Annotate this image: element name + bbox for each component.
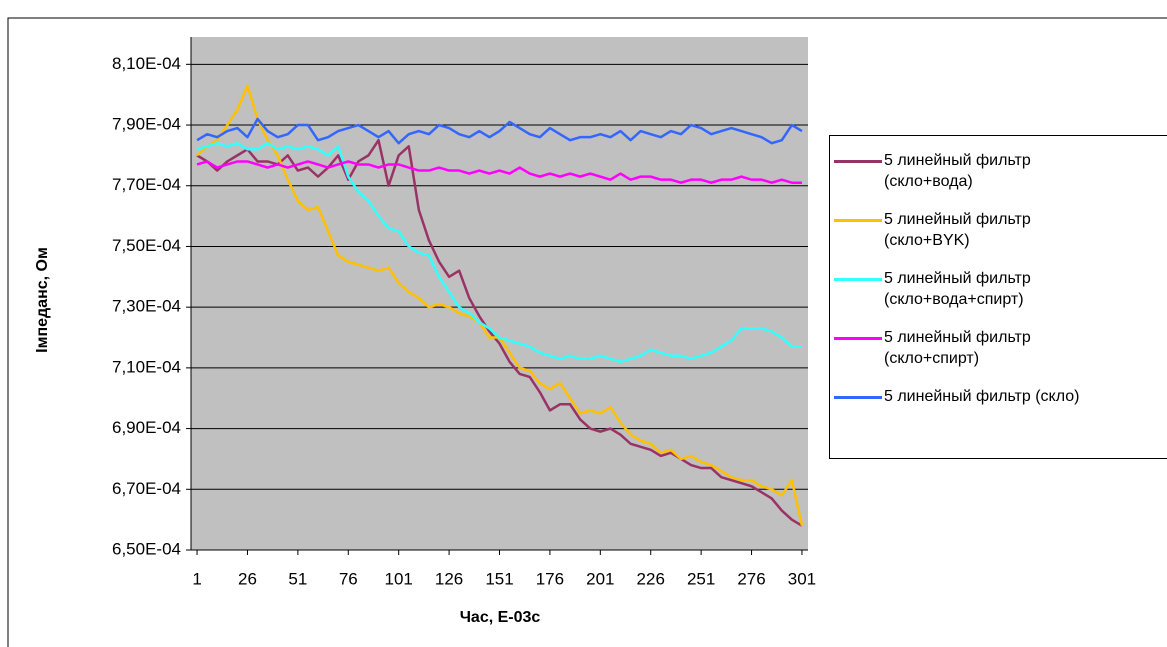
- x-tick-label: 126: [435, 569, 463, 588]
- x-tick-label: 101: [384, 569, 412, 588]
- y-tick-label: 7,10E-04: [112, 357, 181, 376]
- x-tick-label: 201: [586, 569, 614, 588]
- plot-area: [191, 37, 808, 550]
- y-tick-label: 7,50E-04: [112, 236, 181, 255]
- x-tick-label: 76: [339, 569, 358, 588]
- x-tick-label: 276: [737, 569, 765, 588]
- legend-item: 5 линейный фильтр (скло+BYK): [830, 209, 1120, 251]
- x-tick-label: 151: [485, 569, 513, 588]
- legend-item: 5 линейный фильтр (скло): [830, 386, 1160, 407]
- x-tick-label: 1: [192, 569, 201, 588]
- x-tick-label: 251: [687, 569, 715, 588]
- legend-swatch: [834, 337, 882, 340]
- y-axis-title: Імпеданс, Ом: [34, 247, 51, 353]
- legend-swatch: [834, 160, 882, 163]
- x-tick-label: 301: [788, 569, 816, 588]
- y-tick-label: 7,30E-04: [112, 297, 181, 316]
- legend-label: 5 линейный фильтр (скло+спирт): [884, 329, 1031, 367]
- x-tick-label: 226: [637, 569, 665, 588]
- legend-swatch: [834, 278, 882, 281]
- y-tick-label: 6,50E-04: [112, 539, 181, 558]
- legend-label: 5 линейный фильтр (скло+вода): [884, 152, 1031, 190]
- y-tick-label: 7,90E-04: [112, 115, 181, 134]
- y-tick-label: 6,70E-04: [112, 479, 181, 498]
- legend-label: 5 линейный фильтр (скло+вода+спирт): [884, 270, 1031, 308]
- series-line: [196, 138, 803, 527]
- legend-label: 5 линейный фильтр (скло+BYK): [884, 211, 1031, 249]
- x-tick-label: 51: [288, 569, 307, 588]
- x-tick-label: 26: [238, 569, 257, 588]
- series-line: [196, 141, 802, 364]
- legend-label: 5 линейный фильтр (скло): [884, 388, 1080, 405]
- legend-swatch: [834, 219, 882, 222]
- y-tick-label: 6,90E-04: [112, 418, 181, 437]
- y-tick-label: 8,10E-04: [112, 54, 181, 73]
- legend-item: 5 линейный фильтр (скло+спирт): [830, 327, 1120, 369]
- y-tick-label: 7,70E-04: [112, 175, 181, 194]
- legend-item: 5 линейный фильтр (скло+вода+спирт): [830, 268, 1120, 310]
- legend-swatch: [834, 396, 882, 399]
- x-tick-label: 176: [536, 569, 564, 588]
- series-line: [196, 117, 803, 145]
- legend-item: 5 линейный фильтр (скло+вода): [830, 150, 1120, 192]
- x-axis-title: Час, Е-03с: [460, 609, 541, 626]
- series-line: [196, 160, 802, 184]
- legend: 5 линейный фильтр (скло+вода) 5 линейный …: [829, 135, 1167, 459]
